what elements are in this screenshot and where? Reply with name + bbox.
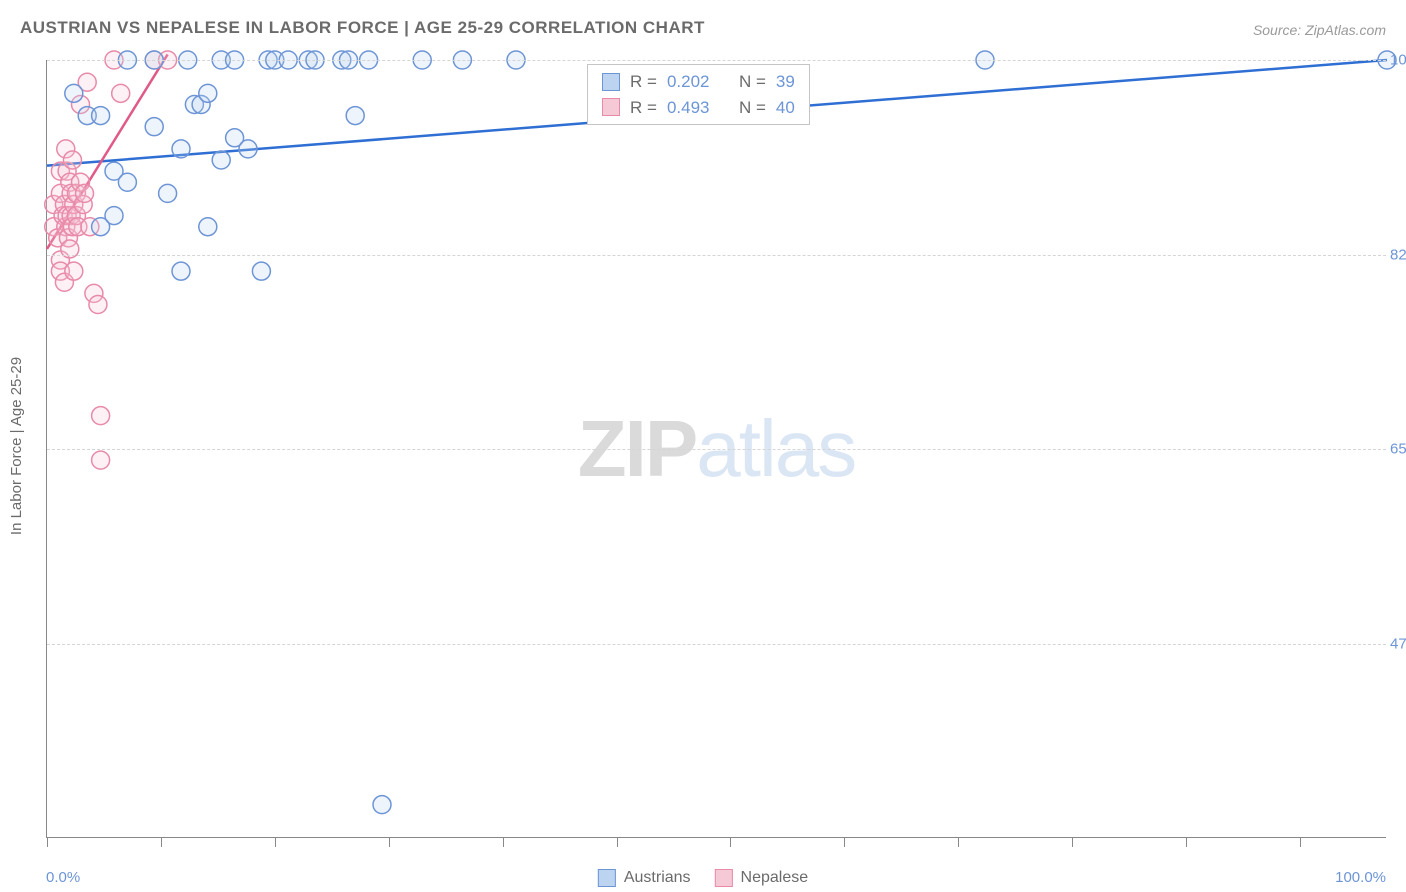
y-tick-label: 100.0% — [1390, 52, 1406, 69]
gridline — [47, 449, 1386, 450]
x-tick — [161, 837, 162, 847]
r-label: R = — [630, 95, 657, 121]
x-tick — [730, 837, 731, 847]
data-point — [172, 262, 190, 280]
legend-item-austrians: Austrians — [598, 869, 691, 887]
stats-row-nepalese: R = 0.493 N = 40 — [602, 95, 795, 121]
r-value: 0.493 — [667, 95, 710, 121]
x-tick — [47, 837, 48, 847]
data-point — [172, 140, 190, 158]
r-value: 0.202 — [667, 69, 710, 95]
data-point — [92, 451, 110, 469]
r-label: R = — [630, 69, 657, 95]
data-point — [112, 84, 130, 102]
y-tick-label: 82.5% — [1390, 246, 1406, 263]
x-tick — [389, 837, 390, 847]
austrians-swatch-icon — [598, 869, 616, 887]
x-min-label: 0.0% — [46, 869, 80, 886]
n-value: 39 — [776, 69, 795, 95]
data-point — [145, 118, 163, 136]
n-value: 40 — [776, 95, 795, 121]
x-tick — [1186, 837, 1187, 847]
y-tick-label: 47.5% — [1390, 635, 1406, 652]
nepalese-swatch-icon — [602, 98, 620, 116]
data-point — [199, 218, 217, 236]
data-point — [252, 262, 270, 280]
x-tick — [1300, 837, 1301, 847]
data-point — [346, 107, 364, 125]
data-point — [89, 296, 107, 314]
x-tick — [275, 837, 276, 847]
data-point — [76, 184, 94, 202]
x-tick — [844, 837, 845, 847]
austrians-swatch-icon — [602, 73, 620, 91]
x-tick — [617, 837, 618, 847]
data-point — [239, 140, 257, 158]
stats-row-austrians: R = 0.202 N = 39 — [602, 69, 795, 95]
gridline — [47, 644, 1386, 645]
x-max-label: 100.0% — [1335, 869, 1386, 886]
data-point — [373, 796, 391, 814]
n-label: N = — [739, 69, 766, 95]
data-point — [92, 107, 110, 125]
data-point — [159, 184, 177, 202]
plot-area: ZIPatlas R = 0.202 N = 39 R = 0.493 N = … — [46, 60, 1386, 838]
n-label: N = — [739, 95, 766, 121]
data-point — [65, 262, 83, 280]
chart-title: AUSTRIAN VS NEPALESE IN LABOR FORCE | AG… — [20, 18, 705, 38]
legend-label: Austrians — [624, 869, 691, 887]
data-point — [92, 407, 110, 425]
y-axis-label: In Labor Force | Age 25-29 — [8, 357, 25, 535]
gridline — [47, 60, 1386, 61]
gridline — [47, 255, 1386, 256]
stats-box: R = 0.202 N = 39 R = 0.493 N = 40 — [587, 64, 810, 125]
legend: Austrians Nepalese — [598, 869, 808, 887]
x-tick — [1072, 837, 1073, 847]
legend-label: Nepalese — [741, 869, 809, 887]
y-tick-label: 65.0% — [1390, 441, 1406, 458]
data-point — [65, 84, 83, 102]
nepalese-swatch-icon — [715, 869, 733, 887]
data-point — [118, 173, 136, 191]
source-label: Source: ZipAtlas.com — [1253, 22, 1386, 38]
data-point — [63, 151, 81, 169]
data-point — [105, 207, 123, 225]
x-tick — [503, 837, 504, 847]
data-point — [212, 151, 230, 169]
legend-item-nepalese: Nepalese — [715, 869, 809, 887]
data-point — [199, 84, 217, 102]
x-tick — [958, 837, 959, 847]
